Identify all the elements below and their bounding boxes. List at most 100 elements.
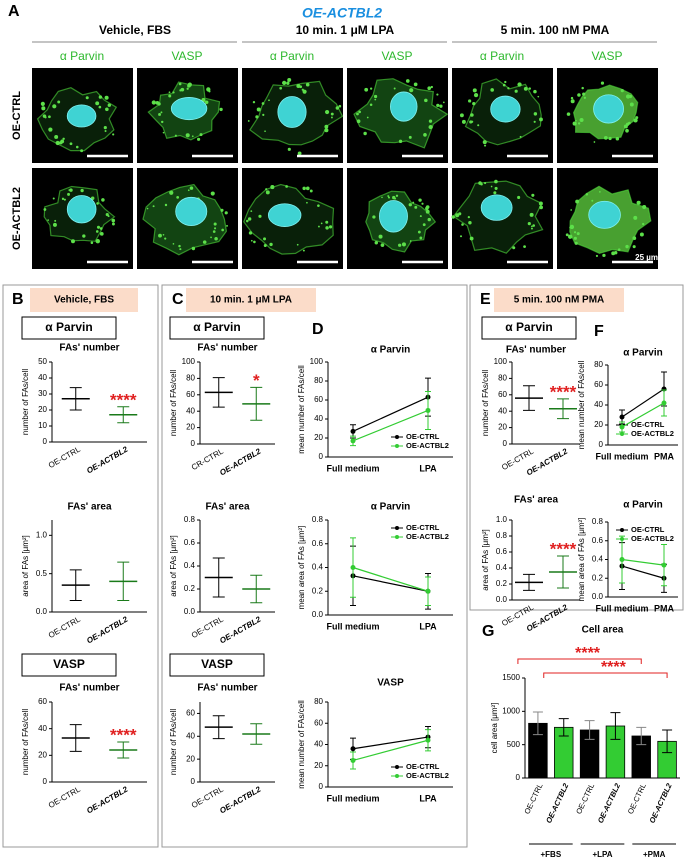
adhesion-spot xyxy=(459,113,464,118)
x-tick-label: LPA xyxy=(419,793,437,803)
adhesion-spot xyxy=(41,106,46,111)
adhesion-spot xyxy=(363,131,367,136)
chart-title: α Parvin xyxy=(623,500,663,511)
legend-label: OE-ACTBL2 xyxy=(631,534,674,543)
adhesion-spot xyxy=(302,89,307,94)
adhesion-spot xyxy=(615,136,620,141)
adhesion-spot xyxy=(324,109,330,115)
y-axis-label: mean area of FAs [μm²] xyxy=(297,526,306,610)
adhesion-spot xyxy=(69,188,73,192)
adhesion-spot xyxy=(178,82,182,86)
nucleus xyxy=(170,97,208,121)
x-tick-label: OE-ACTBL2 xyxy=(85,614,130,645)
adhesion-spot xyxy=(248,231,253,235)
adhesion-spot xyxy=(531,225,533,228)
adhesion-spot xyxy=(395,194,399,197)
x-tick-label: Full medium xyxy=(326,621,379,631)
adhesion-spot xyxy=(439,104,443,108)
adhesion-spot xyxy=(176,195,180,199)
adhesion-spot xyxy=(160,120,164,124)
y-tick-label: 0.6 xyxy=(496,547,508,556)
adhesion-spot xyxy=(95,230,99,233)
x-tick-label: OE-CTRL xyxy=(626,782,648,816)
error-bar xyxy=(250,723,263,745)
adhesion-spot xyxy=(369,103,373,106)
adhesion-spot xyxy=(627,121,631,125)
legend-swatch xyxy=(395,535,399,539)
panel-c-frame xyxy=(161,284,468,848)
adhesion-spot xyxy=(261,102,265,105)
adhesion-spot xyxy=(47,219,49,221)
panel-letter: G xyxy=(482,623,494,640)
adhesion-spot xyxy=(317,204,320,207)
y-tick-label: 1000 xyxy=(502,706,520,715)
nucleus xyxy=(390,91,418,122)
adhesion-spot xyxy=(405,79,410,83)
adhesion-spot xyxy=(250,210,253,212)
y-tick-label: 0 xyxy=(503,439,508,448)
y-tick-label: 0 xyxy=(191,777,196,786)
adhesion-spot xyxy=(104,130,107,133)
adhesion-spot xyxy=(527,222,531,226)
series-line xyxy=(352,739,429,762)
adhesion-spot xyxy=(104,95,109,100)
adhesion-spot xyxy=(412,201,415,204)
adhesion-spot xyxy=(174,134,177,137)
adhesion-spot xyxy=(279,86,283,90)
adhesion-spot xyxy=(531,193,535,197)
y-tick-label: 0.0 xyxy=(36,607,48,616)
adhesion-spot xyxy=(427,217,431,222)
adhesion-spot xyxy=(54,219,57,222)
chart-title: FAs' number xyxy=(59,343,119,354)
y-axis-label: area of FAs [μm²] xyxy=(481,529,490,591)
y-tick-label: 1500 xyxy=(502,673,520,682)
adhesion-spot xyxy=(494,186,498,190)
adhesion-spot xyxy=(636,200,641,205)
legend-label: OE-CTRL xyxy=(406,523,440,532)
adhesion-spot xyxy=(380,243,385,247)
adhesion-spot xyxy=(40,101,45,106)
adhesion-spot xyxy=(523,245,526,248)
x-tick-label: Full medium xyxy=(326,463,379,473)
adhesion-spot xyxy=(423,133,427,137)
adhesion-spot xyxy=(565,233,569,237)
y-tick-label: 20 xyxy=(498,423,507,432)
adhesion-spot xyxy=(401,242,406,247)
condition-box xyxy=(186,288,316,312)
adhesion-spot xyxy=(473,92,479,98)
adhesion-spot xyxy=(393,197,397,200)
y-tick-label: 100 xyxy=(182,357,196,366)
adhesion-spot xyxy=(593,141,596,143)
adhesion-spot xyxy=(517,82,522,87)
point xyxy=(350,757,356,763)
adhesion-spot xyxy=(364,87,369,92)
adhesion-spot xyxy=(573,231,577,234)
x-tick-label: OE-CTRL xyxy=(522,782,544,816)
adhesion-spot xyxy=(287,77,292,82)
adhesion-spot xyxy=(285,185,288,188)
adhesion-spot xyxy=(297,151,302,156)
adhesion-spot xyxy=(566,112,571,116)
x-tick-label: Full medium xyxy=(326,793,379,803)
condition-label: Vehicle, FBS xyxy=(54,295,114,306)
adhesion-spot xyxy=(575,119,577,122)
y-tick-label: 20 xyxy=(38,750,47,759)
y-tick-label: 20 xyxy=(186,423,195,432)
y-tick-label: 0.2 xyxy=(496,579,508,588)
y-axis-label: number of FAs/cell xyxy=(169,370,178,436)
significance: **** xyxy=(550,382,577,401)
adhesion-spot xyxy=(305,186,310,191)
adhesion-spot xyxy=(372,215,376,219)
chart-heading: VASP xyxy=(53,657,85,671)
adhesion-spot xyxy=(374,98,377,101)
x-tick-label: OE-ACTBL2 xyxy=(218,784,263,815)
adhesion-spot xyxy=(250,239,253,242)
y-tick-label: 60 xyxy=(38,697,47,706)
adhesion-spot xyxy=(162,131,165,134)
significance: * xyxy=(253,371,260,390)
error-bar xyxy=(557,398,569,420)
adhesion-spot xyxy=(282,80,287,85)
y-tick-label: 1.0 xyxy=(36,530,48,539)
adhesion-spot xyxy=(90,241,94,244)
